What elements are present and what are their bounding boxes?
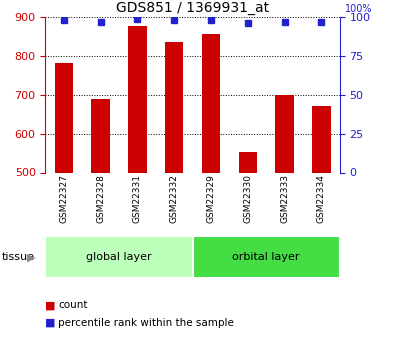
- Text: GSM22331: GSM22331: [133, 175, 142, 224]
- Text: count: count: [58, 300, 88, 310]
- Text: 100%: 100%: [345, 4, 373, 14]
- Bar: [202, 33, 220, 172]
- Text: orbital layer: orbital layer: [232, 252, 300, 262]
- Bar: [312, 106, 331, 172]
- Text: GSM22329: GSM22329: [207, 175, 215, 223]
- Text: ■: ■: [45, 318, 56, 327]
- Bar: [91, 99, 110, 172]
- Text: GSM22332: GSM22332: [170, 175, 179, 223]
- Text: GSM22334: GSM22334: [317, 175, 326, 223]
- Bar: [128, 26, 147, 172]
- Text: GSM22333: GSM22333: [280, 175, 289, 224]
- Bar: [275, 95, 294, 172]
- Text: global layer: global layer: [86, 252, 152, 262]
- Text: ■: ■: [45, 300, 56, 310]
- Text: ▶: ▶: [27, 253, 36, 263]
- Title: GDS851 / 1369931_at: GDS851 / 1369931_at: [116, 1, 269, 15]
- Bar: [45, 236, 193, 278]
- Text: GSM22327: GSM22327: [59, 175, 68, 223]
- Text: tissue: tissue: [2, 252, 35, 262]
- Text: GSM22328: GSM22328: [96, 175, 105, 223]
- Text: GSM22330: GSM22330: [243, 175, 252, 224]
- Bar: [55, 63, 73, 172]
- Bar: [165, 42, 183, 172]
- Bar: [193, 236, 340, 278]
- Bar: [239, 152, 257, 172]
- Text: percentile rank within the sample: percentile rank within the sample: [58, 318, 234, 327]
